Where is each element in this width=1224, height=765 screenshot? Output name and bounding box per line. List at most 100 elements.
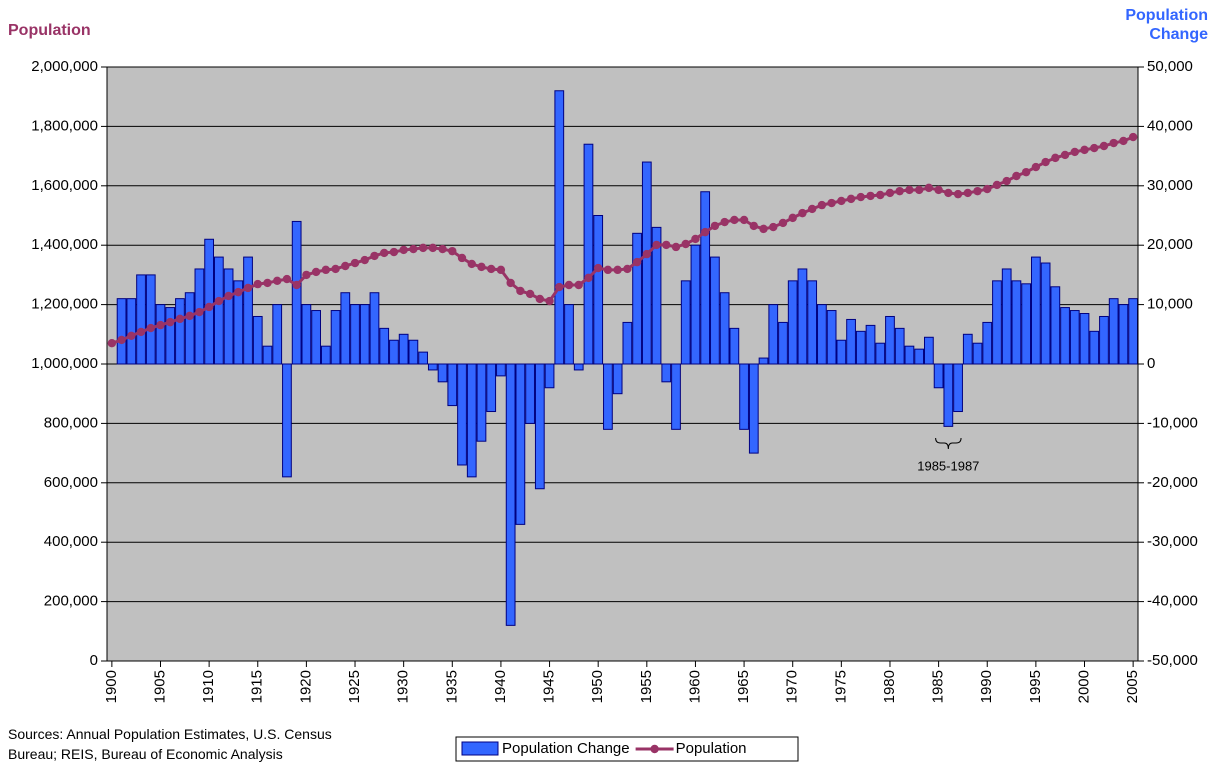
bar [1030,256,1041,365]
line-marker [623,264,632,274]
x-tick-label: 1980 [881,670,898,703]
line-marker [593,263,603,273]
line-marker [136,327,146,337]
bar [953,363,963,413]
line-marker [370,251,379,261]
line-marker [584,273,593,283]
bar [787,280,798,365]
line-marker [1041,157,1050,167]
line-marker [944,188,953,198]
line-marker [428,243,438,253]
bar [671,363,681,430]
line-marker [156,320,165,330]
line-marker [486,264,496,274]
line-marker [516,286,525,296]
line-marker [1109,138,1118,148]
line-marker [963,188,972,198]
line-marker [778,218,788,228]
bar [1128,298,1139,365]
line-marker [953,189,963,199]
line-marker [185,311,194,321]
line-marker [1080,145,1089,155]
bar [778,321,788,365]
line-marker [574,280,583,290]
line-marker [973,186,982,196]
line-marker [341,261,350,271]
legend-box [455,736,799,762]
bar [641,161,652,365]
line-marker [564,280,574,290]
line-marker [204,302,214,312]
bar [408,339,419,365]
y-tick-label: 1,400,000 [31,236,98,253]
line-marker [467,259,476,269]
x-tick-label: 1935 [443,670,460,703]
line-marker [1099,141,1109,151]
line-marker [506,278,515,288]
line-marker [1090,143,1099,153]
bar [836,339,847,365]
line-marker [166,317,175,327]
line-marker [827,198,836,208]
bar [573,363,584,371]
bar [389,339,399,365]
y2-tick-label: -10,000 [1147,414,1198,431]
y2-tick-label: 20,000 [1147,236,1193,253]
y-tick-label: 0 [90,652,98,669]
y2-tick-label: 10,000 [1147,296,1193,313]
line-marker [613,265,622,275]
line-marker [691,234,700,244]
bar [924,336,934,365]
line-marker [885,188,895,198]
line-marker [389,247,399,257]
bar [894,327,905,365]
line-marker [331,264,340,274]
bar [1079,313,1090,365]
bar [1108,298,1119,365]
bar [797,268,808,365]
line-marker [992,180,1002,190]
bar [1040,262,1051,365]
bar [875,342,886,365]
bar [476,363,487,442]
annotation-brace [935,437,962,450]
line-marker [1021,167,1031,177]
x-tick-label: 1950 [589,670,606,703]
bar [544,363,555,389]
bar [1001,268,1012,365]
bar [622,321,633,365]
line-marker [769,222,778,232]
bar [661,363,672,383]
line-marker [710,221,720,231]
x-tick-label: 1960 [686,670,703,703]
y2-tick-label: 30,000 [1147,177,1193,194]
y-tick-label: 1,600,000 [31,177,98,194]
line-marker [380,248,389,258]
line-marker [876,190,885,200]
bar [1060,307,1070,365]
line-marker [234,287,243,297]
line-marker [535,294,545,304]
y-tick-label: 600,000 [44,474,98,491]
line-marker [292,280,301,290]
line-marker [243,283,253,293]
x-tick-label: 1995 [1027,670,1044,703]
line-marker [1128,132,1138,142]
x-tick-label: 1910 [200,670,217,703]
bar [437,363,448,383]
x-tick-label: 1920 [297,670,314,703]
bar [710,256,720,365]
bar [145,274,156,365]
line-marker [1070,147,1079,157]
bar [359,304,370,365]
bar [700,191,711,365]
line-marker [399,245,408,255]
bar [243,256,253,365]
bar [457,363,467,466]
line-marker [477,262,486,272]
line-marker [253,279,262,289]
line-marker [350,258,360,268]
bar [418,351,428,365]
y-tick-label: 1,800,000 [31,117,98,134]
